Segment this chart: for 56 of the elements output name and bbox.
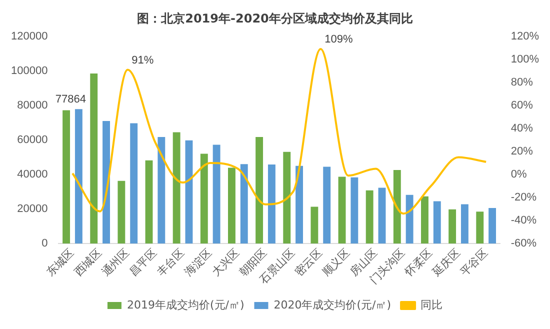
- bar: [200, 154, 208, 244]
- y2-tick-label: 0%: [510, 168, 527, 181]
- bar: [448, 209, 456, 244]
- y2-tick-label: 20%: [510, 146, 534, 158]
- bar: [323, 166, 331, 244]
- bar: [74, 109, 82, 244]
- y-tick-label: 40000: [17, 168, 48, 181]
- bar: [378, 188, 386, 244]
- bar: [268, 164, 276, 244]
- bar: [296, 166, 303, 244]
- y-tick-label: 60000: [17, 134, 48, 146]
- y2-tick-label: 100%: [510, 53, 540, 66]
- bar: [228, 168, 236, 244]
- bar: [406, 194, 414, 244]
- bar: [212, 144, 220, 244]
- bar: [90, 74, 98, 244]
- bar: [256, 137, 264, 244]
- y2-tick-label: 60%: [510, 99, 534, 112]
- bar: [393, 170, 401, 244]
- data-label: 109%: [324, 34, 353, 46]
- y2-tick-label: -40%: [510, 214, 537, 227]
- bar: [366, 190, 374, 244]
- y2-tick-label: -20%: [510, 192, 537, 204]
- data-label: 91%: [132, 54, 154, 66]
- bar: [172, 132, 180, 244]
- y-tick-label: 20000: [17, 203, 48, 216]
- bar: [240, 164, 248, 244]
- y2-tick-label: 80%: [510, 76, 534, 88]
- bar: [145, 160, 153, 244]
- bar: [350, 177, 358, 244]
- bar: [158, 137, 166, 244]
- y-tick-label: 0: [42, 238, 48, 250]
- bar: [283, 152, 291, 244]
- bar: [62, 110, 70, 244]
- legend-label: 2020年成交均价(元/㎡): [274, 298, 392, 312]
- data-label: 77864: [55, 94, 86, 106]
- bar: [185, 140, 193, 244]
- bar: [460, 204, 468, 244]
- y2-tick-label: 120%: [510, 30, 540, 42]
- bar: [130, 123, 138, 244]
- bar: [118, 180, 126, 244]
- bar: [488, 208, 496, 244]
- y2-tick-label: 40%: [510, 122, 534, 134]
- chart-title: 图：北京2019年-2020年分区域成交均价及其同比: [137, 11, 413, 26]
- legend-label: 2019年成交均价(元/㎡): [126, 298, 244, 312]
- bar: [421, 196, 428, 244]
- y-tick-label: 80000: [17, 99, 48, 112]
- bar: [338, 176, 346, 244]
- legend-label: 同比: [420, 298, 443, 312]
- y-tick-label: 120000: [10, 30, 48, 42]
- bar: [102, 120, 110, 244]
- y2-tick-label: -60%: [510, 238, 537, 250]
- bar: [476, 212, 484, 244]
- y-tick-label: 100000: [10, 64, 48, 77]
- bar: [310, 206, 318, 244]
- bar: [433, 201, 441, 244]
